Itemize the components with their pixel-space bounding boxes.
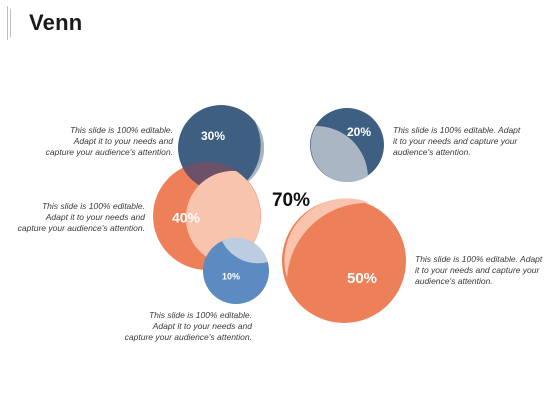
slide-title: Venn xyxy=(29,10,83,35)
caption-10-line-2: Adapt it to your needs and xyxy=(152,321,252,332)
caption-40: This slide is 100% editable. Adapt it to… xyxy=(0,201,145,235)
circle-50-label: 50% xyxy=(347,270,377,287)
caption-50: This slide is 100% editable. Adapt it to… xyxy=(415,254,560,288)
caption-30-line-1: This slide is 100% editable. xyxy=(69,125,173,135)
caption-40-line-2: Adapt it to your needs and xyxy=(45,212,145,223)
center-value-label: 70% xyxy=(272,190,310,211)
circle-40-label: 40% xyxy=(172,210,201,226)
circle-30-label: 30% xyxy=(201,129,225,143)
caption-20-line-2: it to your needs and capture your xyxy=(393,136,518,147)
circle-10-label: 10% xyxy=(222,271,240,281)
caption-40-line-3: capture your audience's attention. xyxy=(17,223,145,234)
caption-20: This slide is 100% editable. Adapt it to… xyxy=(393,125,543,159)
circle-20-light-region xyxy=(310,125,368,183)
caption-10: This slide is 100% editable. Adapt it to… xyxy=(106,310,252,344)
caption-50-line-1: This slide is 100% editable. Adapt xyxy=(415,254,543,264)
circle-50-light-region xyxy=(284,198,370,278)
caption-50-line-2: it to your needs and capture your xyxy=(415,265,540,276)
caption-40-line-1: This slide is 100% editable. xyxy=(41,201,145,211)
circle-10-light-lens xyxy=(222,237,268,264)
caption-20-line-1: This slide is 100% editable. Adapt xyxy=(393,125,521,135)
caption-50-line-3: audience's attention. xyxy=(415,276,493,287)
title-accent xyxy=(7,6,13,40)
caption-20-line-3: audience's attention. xyxy=(393,147,471,158)
caption-10-line-3: capture your audience's attention. xyxy=(124,332,252,343)
caption-10-line-1: This slide is 100% editable. xyxy=(148,310,252,320)
circle-20-label: 20% xyxy=(347,125,371,139)
caption-30-line-2: Adapt it to your needs and xyxy=(73,136,173,147)
caption-30-line-3: capture your audience's attention. xyxy=(45,147,173,158)
caption-30: This slide is 100% editable. Adapt it to… xyxy=(28,125,173,159)
circle-50-percent xyxy=(282,199,406,323)
